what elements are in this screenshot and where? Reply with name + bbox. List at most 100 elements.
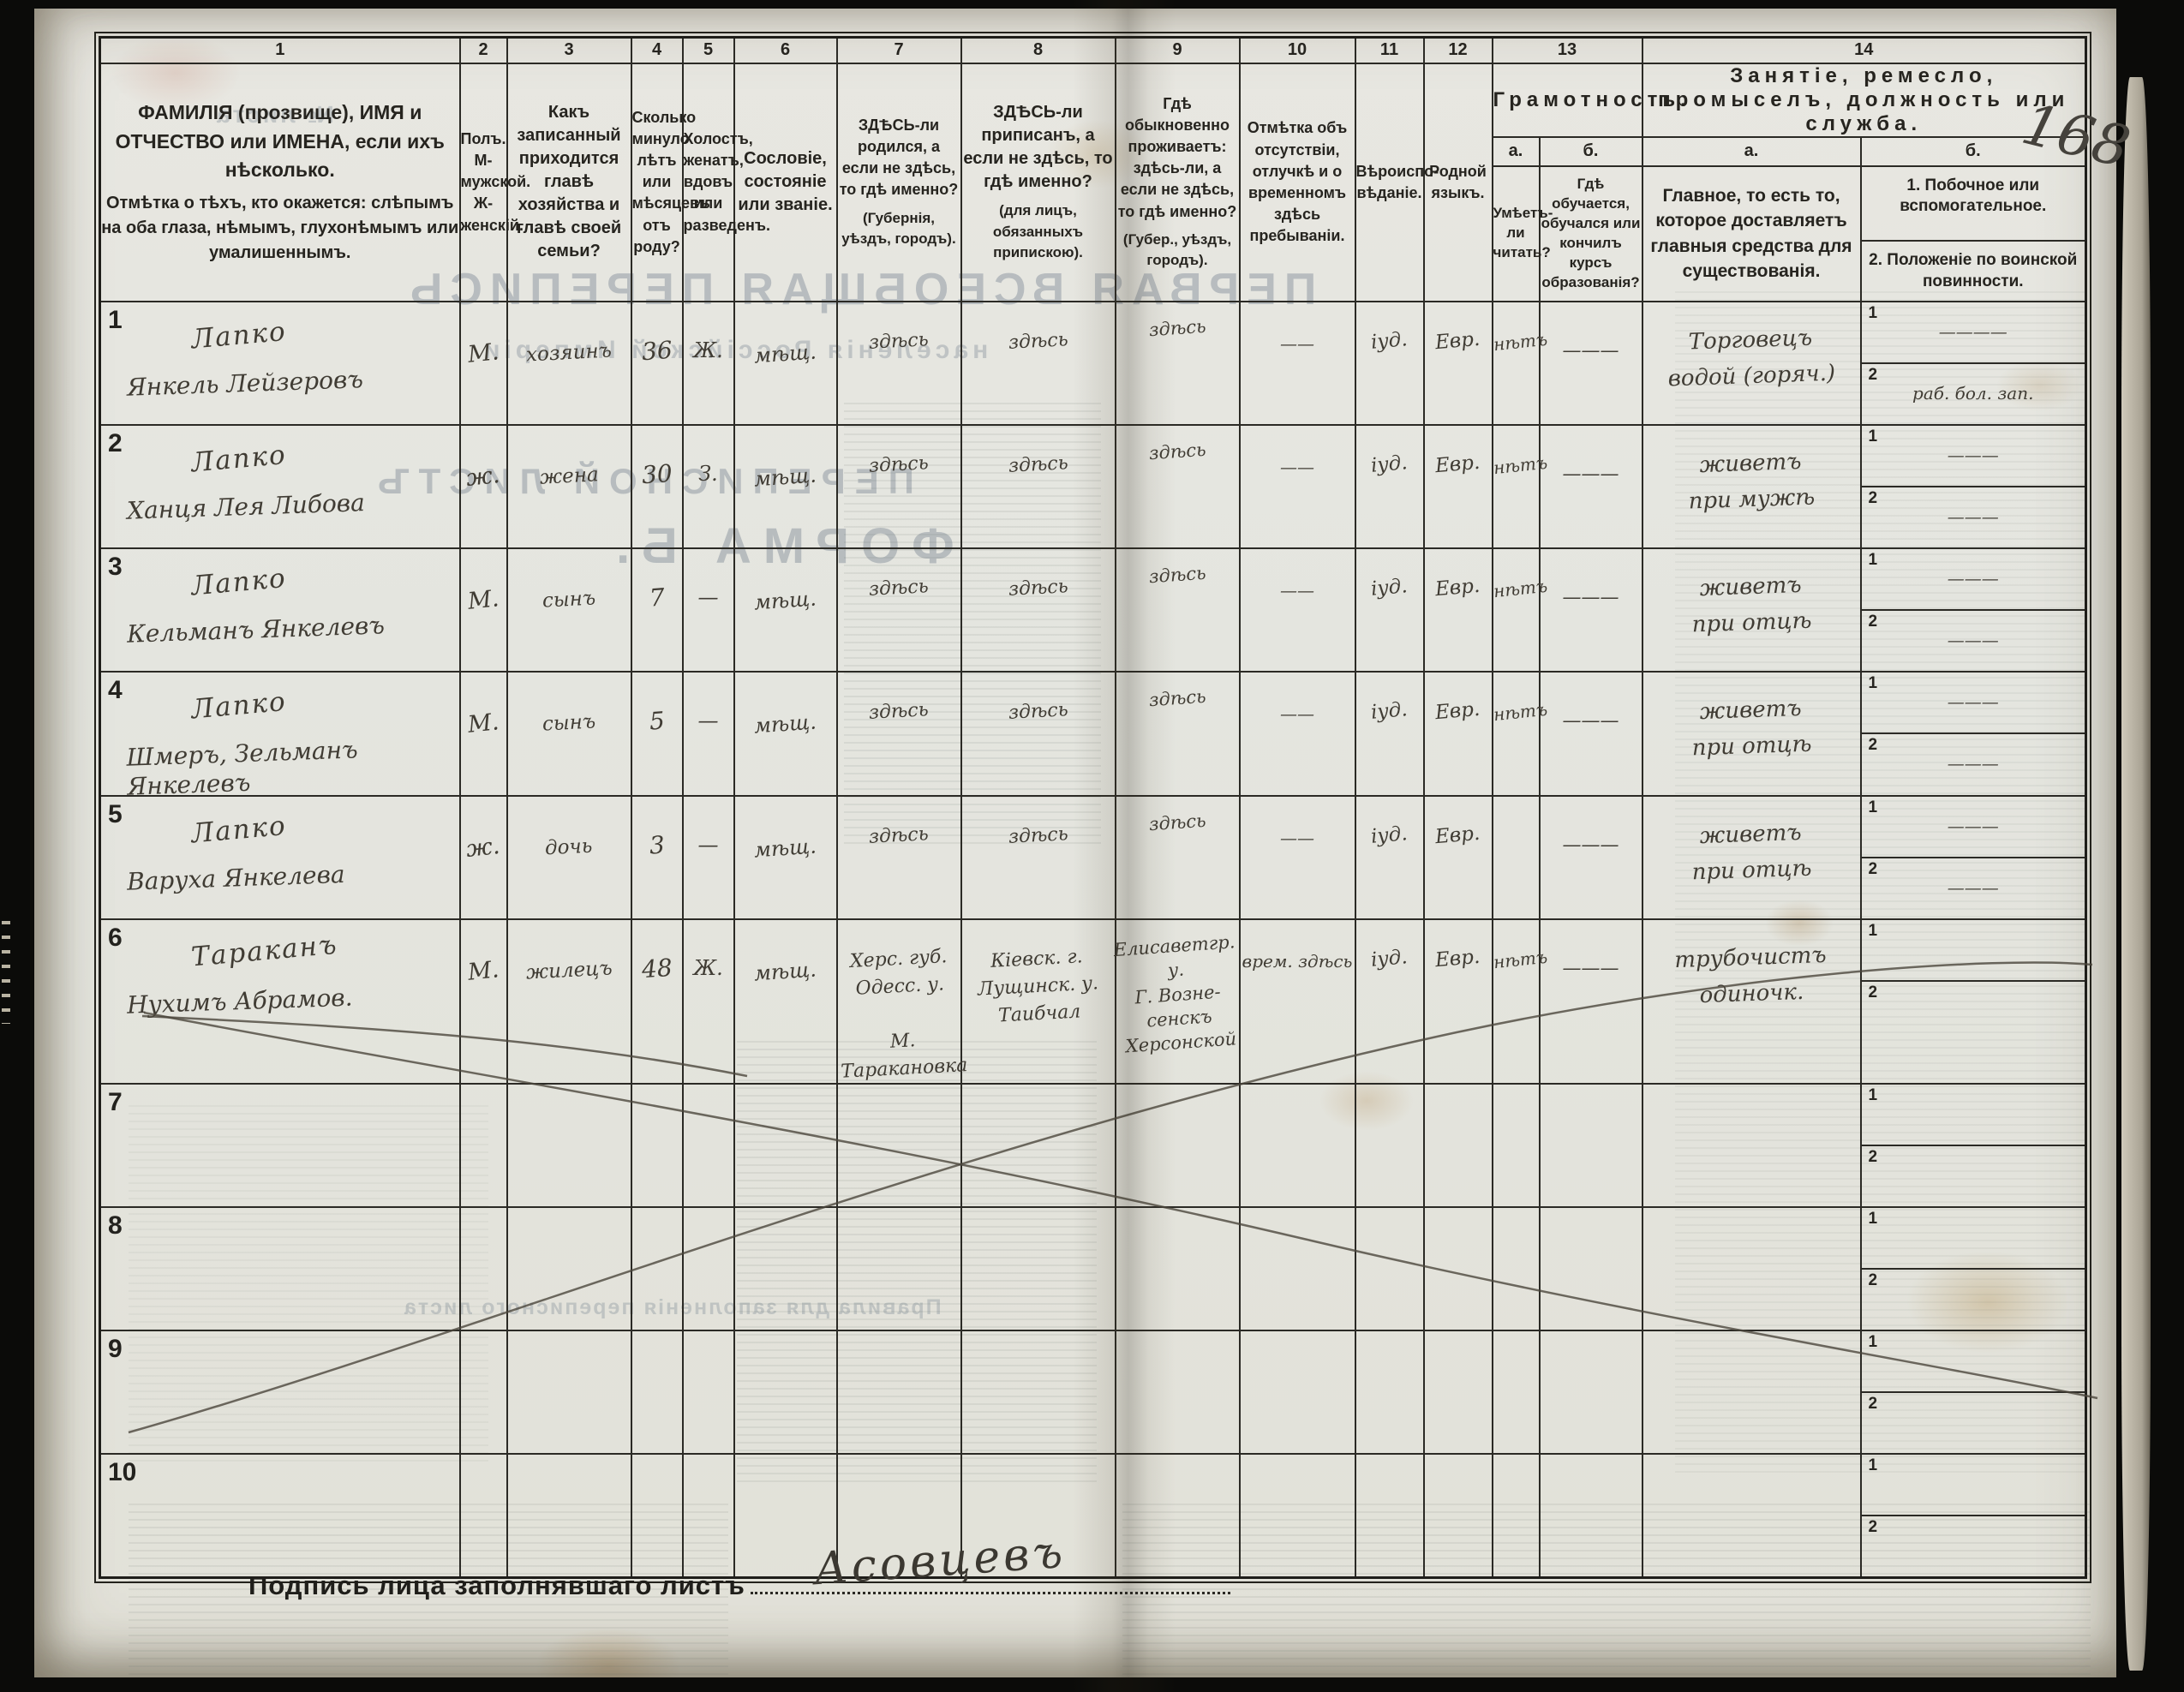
cell-relation: хозяинъ [506,301,632,427]
entry-given-names: Янкель Лейзеровъ [126,365,364,403]
cell-residence: здѣсь [1114,301,1241,427]
entry-main-occupation: живетъ при отцѣ [1691,696,1813,762]
entry-given-names: Нухимъ Абрамов. [126,984,353,1020]
cell-name: 8 [99,1205,461,1331]
cell-age [630,1329,684,1455]
col3-number: 3 [506,36,632,64]
entry-can-read: нѣтъ [1492,576,1548,602]
row-number: 1 [108,306,123,335]
entry-marital-status: — [697,833,719,858]
cell-native-language: Евр. [1422,301,1493,427]
cell-age: 48 [630,918,684,1085]
entry-absence-note: —— [1280,828,1314,849]
entry-surname: Тараканъ [189,930,339,973]
entry-residence: здѣсь [1147,562,1206,588]
col10-header: Отмѣтка объ отсутствіи, отлучкѣ и о врем… [1238,62,1356,303]
cell-side-occupation: 1 2 [1859,1452,2087,1579]
entry-residence: здѣсь [1147,315,1206,341]
cell-main-occupation [1641,1205,1862,1331]
entry-main-occupation: Торговецъ водой (горяч.) [1667,325,1836,392]
census-form-table: 1 2 3 4 5 6 7 8 9 10 11 12 13 14 ФАМИЛІЯ… [94,32,2091,1583]
cell-native-language [1422,1329,1493,1455]
cell-main-occupation: живетъ при мужѣ [1641,424,1862,550]
cell-marital-status: Ж. [681,301,735,427]
cell-native-language: Евр. [1422,795,1493,921]
cell-side-occupation: 1 ——— 2 ——— [1859,795,2087,921]
cell-absence-note: врем. здѣсь [1238,918,1356,1085]
side-box-label-1: 1 [1868,798,1878,817]
cell-side-occupation: 1 2 [1859,1082,2087,1208]
col9-title: Гдѣ обыкновенно проживаетъ: здѣсь-ли, а … [1117,94,1237,220]
entry-surname: Лапко [189,810,289,850]
col12-header: Родной языкъ. [1422,62,1493,303]
cell-name: 3 Лапко Кельманъ Янкелевъ [99,547,461,673]
cell-age: 3 [630,795,684,921]
cell-absence-note: —— [1238,795,1356,921]
census-record-row: 8 1 2 [99,1205,2087,1331]
entry-native-language: Евр. [1434,698,1481,725]
entry-education: ——— [1562,463,1619,486]
entry-sex: ж. [464,833,502,864]
entry-native-language: Евр. [1434,822,1481,849]
cell-age: 7 [630,547,684,673]
entry-surname [191,1090,379,1106]
entry-absence-note: врем. здѣсь [1242,951,1353,972]
col13b-description: Гдѣ обучается, обучался или кончилъ курс… [1538,164,1643,303]
cell-registration [960,1082,1116,1208]
entry-education: ——— [1562,587,1619,609]
cell-name: 7 [99,1082,461,1208]
entry-military-status: ——— [1947,630,1999,651]
entry-education: ——— [1562,340,1619,362]
cell-native-language: Евр. [1422,671,1493,798]
entry-can-read: нѣтъ [1492,452,1548,479]
side-box-label-2: 2 [1868,860,1878,879]
cell-sex [458,1082,508,1208]
cell-main-occupation: живетъ при отцѣ [1641,671,1862,798]
entry-main-occupation: живетъ при отцѣ [1691,820,1813,886]
entry-can-read: нѣтъ [1492,947,1548,973]
cell-religion [1354,1329,1425,1455]
entry-military-status: ——— [1947,506,1999,528]
cell-religion: іуд. [1354,547,1425,673]
entry-education: ——— [1562,710,1619,732]
entry-religion: іуд. [1370,328,1409,355]
cell-birthplace [835,1452,962,1579]
cell-main-occupation: живетъ при отцѣ [1641,547,1862,673]
cell-native-language: Евр. [1422,547,1493,673]
entry-age: 3 [648,830,666,861]
entry-religion: іуд. [1370,822,1409,849]
entry-sex: М. [466,708,500,739]
cell-can-read: нѣтъ [1491,547,1548,673]
cell-marital-status [681,1452,735,1579]
cell-sex [458,1329,508,1455]
cell-marital-status: З. [681,424,735,550]
cell-name: 5 Лапко Варуха Янкелева [99,795,461,921]
side-box-label-1: 1 [1868,304,1878,323]
cell-sex [458,1205,508,1331]
entry-birthplace: здѣсь [868,699,930,725]
row-number: 3 [108,553,123,582]
cell-can-read [1491,795,1541,921]
cell-education [1538,1082,1643,1208]
military-status-box: 2 [1862,1270,2085,1330]
entry-registration: здѣсь [1008,576,1068,601]
cell-relation: сынъ [506,547,632,673]
cell-side-occupation: 1 2 [1859,1205,2087,1331]
entry-education: ——— [1562,958,1619,980]
military-status-box: 2 [1862,982,2085,1042]
entry-given-names [127,1469,458,1481]
col1-title: ФАМИЛІЯ (прозвище), ИМЯ и ОТЧЕСТВО или И… [115,101,445,182]
entry-given-names [127,1346,458,1358]
military-status-box: 2 [1862,1393,2085,1453]
col4-number: 4 [630,36,684,64]
cell-residence [1114,1329,1241,1455]
entry-registration: здѣсь [1008,452,1068,478]
cell-birthplace [835,1329,962,1455]
entry-marital-status: Ж. [693,338,723,363]
entry-religion: іуд. [1370,946,1409,972]
entry-age: 48 [640,954,673,984]
military-status-box: 2 [1862,1146,2085,1206]
entry-surname [191,1460,379,1476]
entry-side-occupation: ———— [1938,321,2007,343]
cell-relation: жена [506,424,632,550]
